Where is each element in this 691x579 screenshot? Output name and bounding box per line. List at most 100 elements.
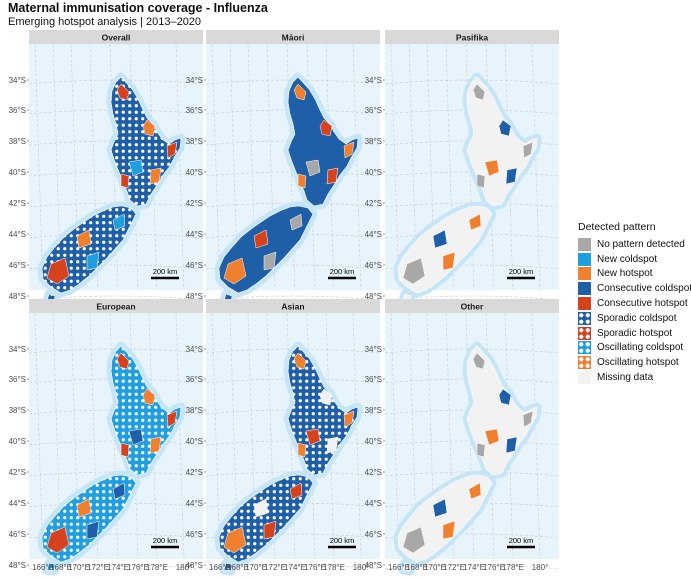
graticule-line — [175, 312, 185, 560]
facet-strip — [206, 299, 380, 313]
legend-item: Consecutive hotspot — [578, 296, 691, 311]
island-shape — [223, 562, 233, 572]
scale-bar-label: 200 km — [330, 536, 355, 545]
region-polygon — [468, 482, 482, 500]
scale-bar-label: 200 km — [509, 536, 534, 545]
legend-item: Missing data — [578, 370, 691, 385]
legend: Detected pattern No pattern detected New … — [578, 221, 691, 385]
region-polygon — [402, 257, 426, 285]
lat-label: 42°S — [365, 468, 382, 477]
lat-label: 40°S — [365, 168, 382, 177]
graticule-line — [148, 312, 158, 560]
legend-key — [578, 356, 591, 370]
scale-bar-label: 200 km — [509, 267, 534, 276]
region-polygon — [263, 251, 277, 271]
map-panel: Pasifika 200 km 34°S 36°S 38°S 40°S 42°S 44°S 46… — [365, 30, 560, 307]
region-polygon — [149, 436, 162, 454]
graticule-line — [175, 43, 185, 291]
graticule-line — [504, 312, 514, 560]
facet-strip — [29, 30, 203, 44]
lat-label: 44°S — [9, 499, 26, 508]
map-panel: European 200 km 34°S 36°S 38°S 40°S 42°S 44°S 46… — [9, 299, 204, 576]
region-polygon — [86, 251, 100, 271]
graticule-line — [352, 312, 362, 560]
region-polygon — [76, 498, 92, 518]
lat-label: 40°S — [9, 168, 26, 177]
legend-label: Sporadic hotspot — [597, 327, 673, 339]
map-area: 200 km — [28, 312, 204, 576]
legend-key — [578, 341, 591, 355]
legend-key — [578, 282, 591, 296]
region-polygon — [297, 442, 307, 458]
region-polygon — [498, 119, 512, 137]
lat-label: 44°S — [9, 230, 26, 239]
lon-label: 170°E — [424, 563, 446, 572]
region-polygon — [472, 352, 486, 370]
region-polygon — [293, 83, 307, 101]
region-polygon — [128, 159, 144, 177]
scale-bar-label: 200 km — [330, 267, 355, 276]
legend-item: New hotspot — [578, 267, 691, 282]
map-area: 200 km — [205, 312, 381, 576]
region-polygon — [253, 229, 269, 249]
legend-label: New coldspot — [597, 253, 658, 265]
region-polygon — [223, 526, 247, 554]
legend-item: New coldspot — [578, 252, 691, 267]
lat-label: 36°S — [186, 375, 203, 384]
graticule-line — [211, 312, 221, 560]
graticule-line — [390, 312, 400, 560]
region-polygon — [112, 482, 126, 500]
facet-label: Māori — [282, 33, 305, 43]
region-polygon — [402, 526, 426, 554]
lat-label: 48°S — [9, 292, 26, 301]
region-polygon — [326, 436, 339, 454]
lat-label: 46°S — [9, 530, 26, 539]
facet-label: Overall — [102, 33, 131, 43]
legend-item: No pattern detected — [578, 237, 691, 252]
map-panel: Māori 200 km 34°S 36°S 38°S 40°S 42°S 44°S 46°S 4… — [186, 30, 381, 307]
map-panel: Other 200 km 34°S 36°S 38°S 40°S 42°S 44°S 46°S 4… — [365, 299, 560, 576]
map-area: 200 km — [384, 312, 560, 576]
region-polygon — [142, 119, 156, 137]
lat-label: 44°S — [186, 499, 203, 508]
region-polygon — [343, 141, 355, 159]
map-panel: Overall 200 km 34°S 36°S 38°S 40°S 42°S 44°S 46°… — [9, 30, 204, 307]
legend-label: New hotspot — [597, 268, 653, 280]
lon-label: 180° — [353, 563, 370, 572]
region-polygon — [86, 520, 100, 540]
region-polygon — [319, 388, 333, 406]
region-polygon — [305, 159, 321, 177]
lat-label: 46°S — [186, 530, 203, 539]
lon-label: 176°E — [483, 563, 505, 572]
region-polygon — [305, 428, 321, 446]
lat-label: 48°S — [9, 561, 26, 570]
lon-label: 166°E — [209, 563, 231, 572]
region-polygon — [116, 83, 130, 101]
legend-label: Consecutive hotspot — [597, 298, 688, 310]
chart-subtitle: Emerging hotspot analysis | 2013–2020 — [8, 16, 202, 28]
region-polygon — [76, 229, 92, 249]
region-polygon — [120, 173, 130, 189]
graticule-line — [531, 312, 541, 560]
lat-label: 42°S — [186, 199, 203, 208]
region-polygon — [476, 173, 486, 189]
region-polygon — [149, 167, 162, 185]
graticule-line — [504, 43, 514, 291]
lon-label: 180° — [532, 563, 549, 572]
graticule-line — [148, 43, 158, 291]
legend-item: Oscillating hotspot — [578, 355, 691, 370]
lon-label: 168°E — [227, 563, 249, 572]
lon-label: 172°E — [87, 563, 109, 572]
lon-label: 174°E — [463, 563, 485, 572]
lat-label: 42°S — [9, 199, 26, 208]
lat-label: 36°S — [365, 375, 382, 384]
facet-label: European — [96, 302, 135, 312]
lat-label: 38°S — [186, 406, 203, 415]
graticule-line — [34, 312, 44, 560]
lon-label: 178°E — [323, 563, 345, 572]
region-polygon — [253, 498, 269, 518]
island-shape — [46, 562, 56, 572]
lat-label: 48°S — [186, 561, 203, 570]
lat-label: 34°S — [186, 76, 203, 85]
lat-label: 44°S — [365, 230, 382, 239]
